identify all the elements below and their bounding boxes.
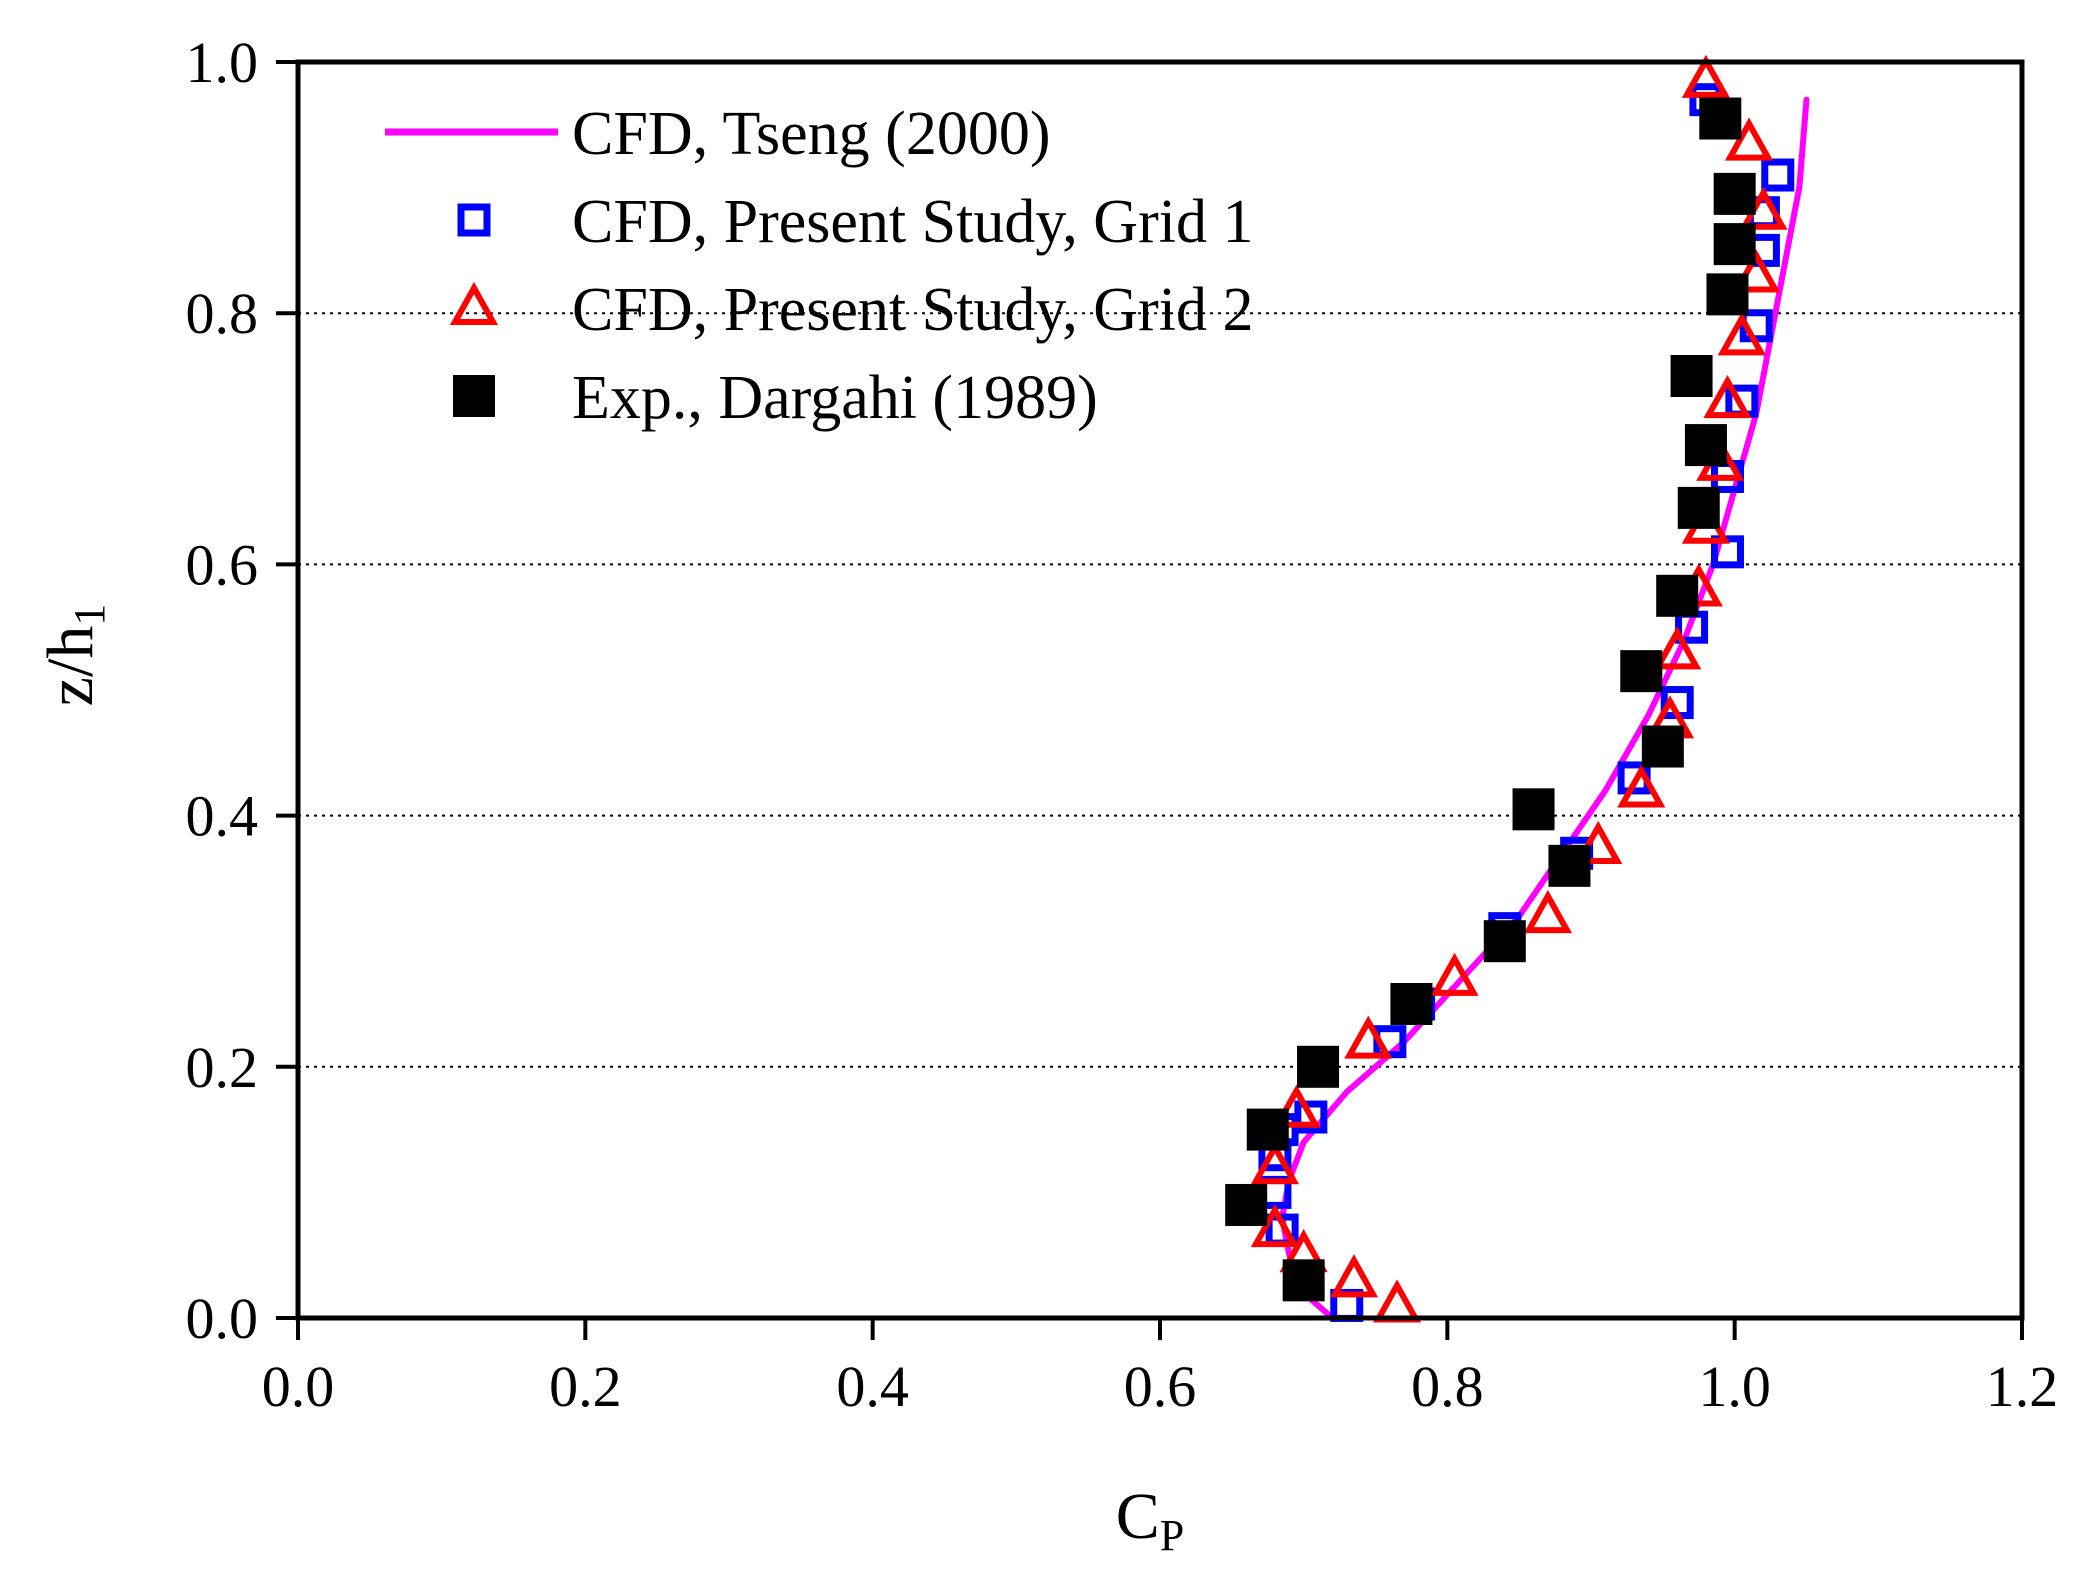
data-point <box>1344 1015 1393 1059</box>
data-point <box>1732 249 1781 293</box>
data-point <box>1250 1203 1300 1248</box>
data-point <box>1617 764 1666 808</box>
data-point <box>1548 844 1591 887</box>
legend-swatch <box>453 375 495 417</box>
x-tick-label: 1.2 <box>1986 1354 2059 1419</box>
x-tick-label: 0.2 <box>549 1354 622 1419</box>
data-point <box>1250 1141 1300 1185</box>
legend: CFD, Tseng (2000) CFD, Present Study, Gri… <box>385 100 1253 432</box>
y-tick-label: 0.2 <box>186 1035 259 1100</box>
data-point <box>1390 983 1433 1025</box>
y-tick-label: 0.4 <box>186 784 259 849</box>
data-point <box>1430 952 1479 996</box>
legend-label: CFD, Present Study, Grid 2 <box>572 276 1253 344</box>
series-4 <box>1225 97 1756 1302</box>
series-2 <box>1258 83 1795 1322</box>
legend-label: CFD, Present Study, Grid 1 <box>572 188 1253 256</box>
data-point <box>1523 889 1573 934</box>
plot-area <box>1225 54 1810 1323</box>
data-point <box>1710 535 1744 569</box>
y-tick-label: 0.8 <box>186 281 259 346</box>
data-point <box>1272 1084 1321 1128</box>
x-tick-label: 0.6 <box>1124 1354 1197 1419</box>
series-3 <box>1250 54 1788 1323</box>
legend-swatch <box>449 281 499 325</box>
legend-item: CFD, Tseng (2000) <box>385 100 1050 168</box>
y-tick-label: 1.0 <box>186 30 259 95</box>
y-tick-label: 0.0 <box>186 1286 259 1351</box>
data-point <box>1713 223 1756 266</box>
data-point <box>1724 117 1774 161</box>
x-tick-label: 1.0 <box>1698 1354 1771 1419</box>
data-point <box>1703 374 1752 419</box>
data-point <box>1699 97 1742 140</box>
data-point <box>1681 54 1731 98</box>
legend-swatch <box>457 203 491 237</box>
data-point <box>1761 158 1795 192</box>
legend-label: CFD, Tseng (2000) <box>572 100 1050 168</box>
data-point <box>1677 486 1720 529</box>
tick-labels: 0.0 0.2 0.4 0.6 0.8 1.0 1.2 0.0 0.2 0.4 0.6 0.8 1.0 <box>186 30 2059 1419</box>
data-point <box>1282 1259 1325 1302</box>
data-point <box>1372 1279 1422 1323</box>
data-point <box>1653 626 1702 670</box>
x-tick-label: 0.8 <box>1411 1354 1484 1419</box>
legend-item: CFD, Present Study, Grid 1 <box>457 188 1253 256</box>
legend-item: Exp., Dargahi (1989) <box>453 364 1098 432</box>
axes <box>276 59 2025 1340</box>
x-tick-label: 0.4 <box>836 1354 909 1419</box>
data-point <box>1225 1183 1268 1226</box>
y-tick-label: 0.6 <box>186 532 259 597</box>
data-point <box>1641 725 1684 768</box>
data-point <box>1684 424 1727 467</box>
data-point <box>1329 1254 1379 1298</box>
legend-label: Exp., Dargahi (1989) <box>572 364 1098 432</box>
data-point <box>1297 1045 1340 1088</box>
grid-lines <box>298 312 2022 1068</box>
data-point <box>1574 820 1623 864</box>
x-axis-title: CP <box>1116 1480 1185 1560</box>
x-tick-label: 0.0 <box>262 1354 335 1419</box>
data-point <box>1713 172 1756 215</box>
data-point <box>1670 355 1713 397</box>
legend-item: CFD, Present Study, Grid 2 <box>449 276 1253 344</box>
data-point <box>1656 574 1699 617</box>
data-point <box>1246 1108 1289 1151</box>
data-point <box>1483 920 1526 963</box>
y-axis-title: z/h1 <box>34 604 114 707</box>
data-point <box>1706 273 1749 316</box>
data-point <box>1620 650 1663 693</box>
data-point <box>1717 312 1766 356</box>
data-point <box>1512 788 1555 831</box>
data-point <box>1294 1100 1328 1134</box>
